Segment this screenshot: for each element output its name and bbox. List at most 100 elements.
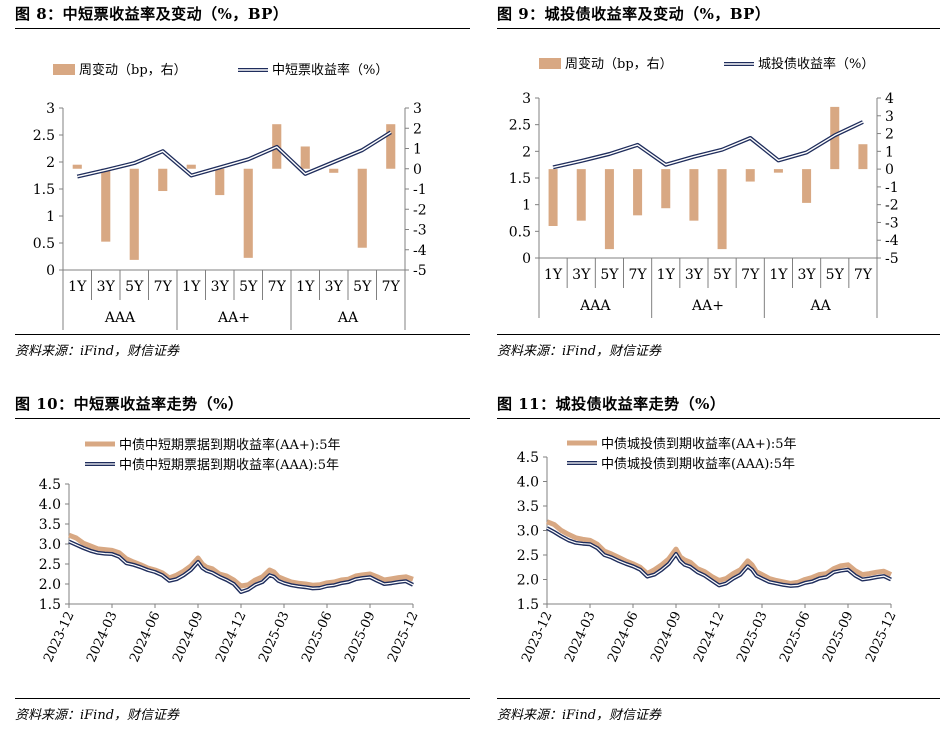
figure-11-title: 图 11：城投债收益率走势（%） xyxy=(497,395,726,413)
category-label: 1Y xyxy=(182,279,201,295)
bar-change-4 xyxy=(661,169,671,209)
x-axis-tick-label: 2025-12 xyxy=(863,609,899,664)
legend-aaa-label: 中债中短期票据到期收益率(AAA):5年 xyxy=(119,457,339,473)
right-axis-tick-label: 1 xyxy=(413,142,422,158)
left-axis-tick-label: 3 xyxy=(46,101,55,117)
x-axis-tick-label: 2024-03 xyxy=(84,609,120,664)
legend-bar-swatch xyxy=(539,58,561,69)
left-axis-tick-label: 0.5 xyxy=(33,236,55,252)
y-axis-tick-label: 2.0 xyxy=(517,573,539,589)
figure-10-title: 图 10：中短票收益率走势（%） xyxy=(15,395,244,413)
category-label: 7Y xyxy=(268,279,287,295)
right-axis-tick-label: -5 xyxy=(885,251,899,267)
bar-change-1 xyxy=(576,169,586,221)
bar-change-0 xyxy=(72,164,82,169)
x-axis-tick-label: 2025-09 xyxy=(820,609,856,664)
y-axis-tick-label: 1.5 xyxy=(517,597,539,613)
bar-change-8 xyxy=(773,169,783,173)
y-axis-tick-label: 4.5 xyxy=(517,450,539,466)
group-label: AA xyxy=(337,310,359,326)
x-axis-tick-label: 2024-09 xyxy=(648,609,684,664)
right-axis-tick-label: 1 xyxy=(885,144,894,160)
bar-change-11 xyxy=(386,124,396,169)
bar-change-2 xyxy=(129,168,139,260)
x-axis-tick-label: 2024-09 xyxy=(170,609,206,664)
series-aaa-line-inner xyxy=(546,527,892,587)
bar-change-0 xyxy=(548,169,558,226)
right-axis-tick-label: -4 xyxy=(413,243,427,259)
bar-change-10 xyxy=(830,106,840,170)
x-axis-tick-label: 2023-12 xyxy=(519,609,555,664)
legend-bar-label: 周变动（bp，右） xyxy=(79,62,187,78)
y-axis-tick-label: 2.5 xyxy=(517,548,539,564)
figure-9-title-rule xyxy=(497,28,940,29)
legend-aaplus-label: 中债城投债到期收益率(AA+):5年 xyxy=(601,436,796,452)
x-axis-tick-label: 2024-03 xyxy=(562,609,598,664)
category-label: 1Y xyxy=(657,267,676,283)
left-axis-tick-label: 1.5 xyxy=(509,171,531,187)
x-axis-tick-label: 2025-06 xyxy=(777,609,813,664)
category-label: 1Y xyxy=(544,267,563,283)
yield-line-inner xyxy=(77,131,392,178)
bar-change-1 xyxy=(101,168,111,242)
category-label: 5Y xyxy=(826,267,845,283)
category-label: 3Y xyxy=(211,279,230,295)
left-axis-tick-label: 2.5 xyxy=(509,118,531,134)
category-label: 3Y xyxy=(572,267,591,283)
category-label: 7Y xyxy=(629,267,648,283)
figure-9-source: 资料来源：iFind，财信证券 xyxy=(497,344,662,359)
category-label: 7Y xyxy=(382,279,401,295)
bar-change-3 xyxy=(633,169,643,216)
series-aaa-line-inner xyxy=(68,541,414,593)
y-axis-tick-label: 2.5 xyxy=(39,557,61,573)
figure-11-source: 资料来源：iFind，财信证券 xyxy=(497,708,662,723)
left-axis-tick-label: 1 xyxy=(522,198,531,214)
y-axis-tick-label: 3.0 xyxy=(517,524,539,540)
category-label: 3Y xyxy=(685,267,704,283)
y-axis-tick-label: 1.5 xyxy=(39,597,61,613)
bar-change-8 xyxy=(300,146,310,169)
left-axis-tick-label: 1 xyxy=(46,209,55,225)
figure-10-chart: 中债中短期票据到期收益率(AA+):5年中债中短期票据到期收益率(AAA):5年… xyxy=(39,437,422,665)
legend-line-label: 中短票收益率（%） xyxy=(272,62,388,78)
category-label: 5Y xyxy=(239,279,258,295)
left-axis-tick-label: 0 xyxy=(522,251,531,267)
right-axis-tick-label: -3 xyxy=(885,215,899,231)
right-axis-tick-label: 0 xyxy=(885,162,894,178)
category-label: 7Y xyxy=(154,279,173,295)
left-axis-tick-label: 0 xyxy=(46,263,55,279)
right-axis-tick-label: -2 xyxy=(885,198,899,214)
category-label: 5Y xyxy=(125,279,144,295)
x-axis-tick-label: 2023-12 xyxy=(41,609,77,664)
y-axis-tick-label: 4.0 xyxy=(517,475,539,491)
bar-change-9 xyxy=(329,168,339,173)
category-label: 7Y xyxy=(854,267,873,283)
figure-11-title-rule xyxy=(497,418,940,419)
right-axis-tick-label: -5 xyxy=(413,263,427,279)
category-label: 5Y xyxy=(713,267,732,283)
group-label: AAA xyxy=(104,310,136,326)
y-axis-tick-label: 3.5 xyxy=(39,517,61,533)
category-label: 3Y xyxy=(325,279,344,295)
bar-change-5 xyxy=(215,168,225,196)
x-axis-tick-label: 2025-12 xyxy=(385,609,421,664)
right-axis-tick-label: 0 xyxy=(413,162,422,178)
right-axis-tick-label: 2 xyxy=(885,127,894,143)
right-axis-tick-label: -3 xyxy=(413,223,427,239)
figure-10-footer-rule xyxy=(15,698,470,699)
figure-9-footer-rule xyxy=(497,334,940,335)
category-label: 3Y xyxy=(798,267,817,283)
right-axis-tick-label: 2 xyxy=(413,121,422,137)
right-axis-tick-label: -4 xyxy=(885,233,899,249)
left-axis-tick-label: 0.5 xyxy=(509,224,531,240)
group-label: AA+ xyxy=(691,298,724,314)
series-aaa-line-outer xyxy=(546,526,892,588)
legend-line-label: 城投债收益率（%） xyxy=(758,56,874,72)
x-axis-tick-label: 2025-09 xyxy=(342,609,378,664)
bar-change-10 xyxy=(357,168,367,248)
y-axis-tick-label: 2.0 xyxy=(39,577,61,593)
figure-9-panel: 图 9：城投债收益率及变动（%，BP） 周变动（bp，右） 城投债收益率（%） 0 0… xyxy=(497,0,940,365)
y-axis-tick-label: 3.0 xyxy=(39,537,61,553)
left-axis-tick-label: 1.5 xyxy=(33,182,55,198)
figure-8-title-rule xyxy=(15,28,470,29)
